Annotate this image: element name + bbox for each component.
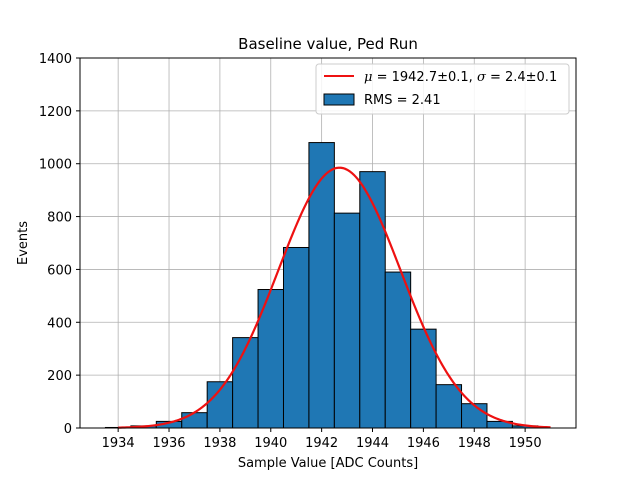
y-tick-label-1: 200: [47, 369, 72, 384]
x-tick-label-3: 1940: [254, 436, 287, 451]
x-tick-label-1: 1936: [152, 436, 185, 451]
y-axis-label: Events: [16, 221, 31, 265]
histogram-bar-7: [282, 246, 310, 429]
legend-sigma-symbol: σ: [477, 70, 487, 85]
y-tick-label-7: 1400: [39, 52, 72, 67]
legend-hist-label: RMS = 2.41: [364, 93, 441, 108]
plot-frame: [79, 57, 577, 429]
legend-fit-label: μ = 1942.7±0.1, σ = 2.4±0.1: [364, 70, 557, 85]
histogram-bar-13: [435, 384, 463, 429]
x-tick-label-2: 1938: [203, 436, 236, 451]
histogram-bar-3: [181, 412, 208, 429]
histogram-bar-11: [384, 271, 412, 429]
y-tick-label-0: 0: [64, 422, 72, 437]
histogram-bar-5: [232, 337, 259, 429]
histogram-bar-9: [333, 212, 361, 429]
y-tick-label-6: 1200: [39, 105, 72, 120]
y-tick-label-5: 1000: [39, 158, 72, 173]
y-axis-ticks: 0 200 400 600 800 1000 1200 1400: [39, 52, 80, 437]
legend-hist-swatch: [323, 93, 355, 106]
legend-sigma-value: = 2.4±0.1: [486, 70, 557, 85]
x-tick-label-5: 1944: [356, 436, 389, 451]
x-tick-label-8: 1950: [509, 436, 542, 451]
x-tick-label-0: 1934: [102, 436, 135, 451]
histogram-bar-10: [359, 171, 386, 429]
legend-mu-symbol: μ: [364, 70, 372, 85]
fit-curve: [118, 166, 551, 429]
histogram-bar-8: [308, 142, 335, 429]
x-axis-label: Sample Value [ADC Counts]: [238, 456, 418, 471]
x-axis-ticks: 1934 1936 1938 1940 1942 1944 1946 1948 1950: [102, 428, 542, 451]
x-tick-label-6: 1946: [407, 436, 440, 451]
gaussian-fit-line: [118, 166, 551, 429]
x-tick-label-4: 1942: [305, 436, 338, 451]
y-tick-label-4: 800: [47, 211, 72, 226]
y-tick-label-3: 600: [47, 263, 72, 278]
histogram-bars: [104, 142, 539, 429]
histogram-bar-14: [461, 403, 488, 429]
legend: μ = 1942.7±0.1, σ = 2.4±0.1 RMS = 2.41: [315, 63, 570, 115]
x-tick-label-7: 1948: [458, 436, 491, 451]
chart-title: Baseline value, Ped Run: [238, 35, 418, 53]
y-tick-label-2: 400: [47, 316, 72, 331]
legend-mu-value: = 1942.7±0.1,: [372, 70, 476, 85]
legend-box: [315, 63, 570, 115]
